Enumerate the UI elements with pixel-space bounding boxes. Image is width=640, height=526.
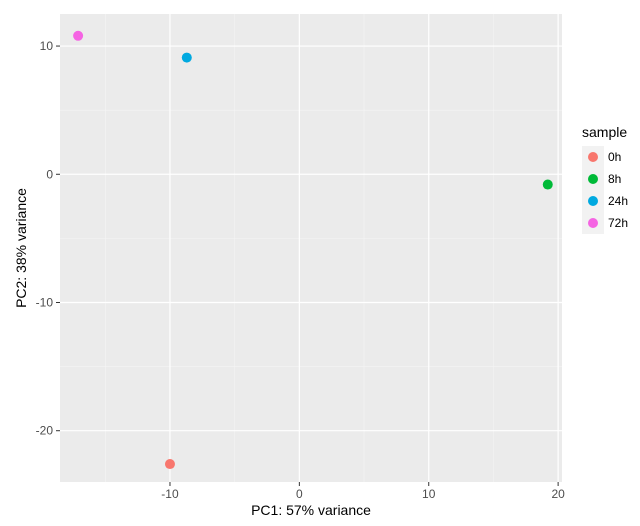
data-point-72h (73, 30, 84, 41)
legend-swatch-24h (588, 196, 598, 206)
x-tick-label: 20 (551, 487, 565, 501)
major-gridlines (60, 14, 562, 482)
legend-label-24h: 24h (608, 194, 628, 208)
x-tick-label: 0 (296, 487, 303, 501)
y-tick-label: -10 (36, 295, 54, 309)
x-axis-title: PC1: 57% variance (251, 502, 371, 518)
legend-items: 0h 8h 24h 72h (582, 146, 628, 234)
legend-title: sample (582, 124, 627, 140)
data-point-8h (542, 179, 553, 190)
y-tick-label: 10 (40, 39, 54, 53)
legend-swatch-0h (588, 152, 598, 162)
minor-gridlines (60, 14, 562, 482)
plot-panel (60, 14, 562, 482)
legend-label-72h: 72h (608, 216, 628, 230)
data-points (73, 30, 553, 470)
data-point-24h (181, 52, 192, 63)
legend-swatch-8h (588, 174, 598, 184)
legend-swatch-72h (588, 218, 598, 228)
y-axis-ticks: -20 -10 0 10 (36, 39, 60, 438)
x-tick-label: -10 (161, 487, 179, 501)
x-axis-ticks: -10 0 10 20 (161, 482, 565, 501)
x-tick-label: 10 (422, 487, 436, 501)
legend-label-8h: 8h (608, 172, 621, 186)
y-tick-label: 0 (46, 167, 53, 181)
legend: sample 0h 8h 24h 72h (582, 124, 628, 234)
y-axis-title: PC2: 38% variance (13, 188, 29, 308)
data-point-0h (164, 459, 175, 470)
y-tick-label: -20 (36, 424, 54, 438)
legend-label-0h: 0h (608, 150, 621, 164)
